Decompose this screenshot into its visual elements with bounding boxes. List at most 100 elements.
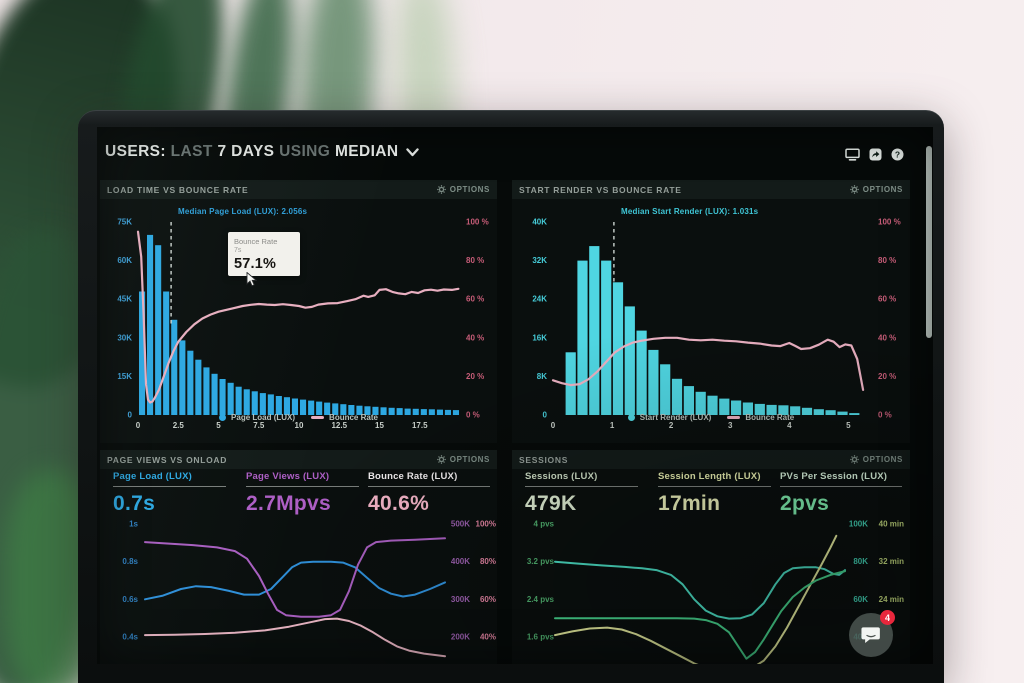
svg-text:24 min: 24 min bbox=[879, 595, 904, 604]
metric-page-load: Page Load (LUX) 0.7s bbox=[113, 471, 226, 516]
gear-icon bbox=[436, 455, 446, 464]
svg-text:2: 2 bbox=[669, 421, 674, 430]
svg-text:7.5: 7.5 bbox=[253, 421, 265, 430]
scrollbar[interactable] bbox=[926, 146, 932, 338]
svg-text:0.6s: 0.6s bbox=[122, 595, 138, 604]
laptop-bezel: USERS: LAST 7 DAYS USING MEDIAN ? LOAD T… bbox=[78, 110, 944, 683]
svg-text:200K: 200K bbox=[451, 633, 470, 642]
gear-icon bbox=[849, 455, 859, 464]
svg-text:60 %: 60 % bbox=[878, 295, 896, 304]
options-button[interactable]: OPTIONS bbox=[849, 455, 903, 464]
svg-text:100%: 100% bbox=[476, 520, 496, 529]
svg-text:75K: 75K bbox=[117, 218, 132, 227]
median-annotation: Median Page Load (LUX): 2.056s bbox=[178, 207, 308, 216]
svg-text:4: 4 bbox=[787, 421, 792, 430]
svg-text:30K: 30K bbox=[117, 333, 132, 342]
metric-value: 2.7Mpvs bbox=[246, 492, 331, 515]
svg-text:80 %: 80 % bbox=[466, 256, 484, 265]
svg-text:40 %: 40 % bbox=[878, 333, 896, 342]
median-annotation: Median Start Render (LUX): 1.031s bbox=[621, 207, 759, 216]
metric-value: 17min bbox=[658, 492, 721, 515]
svg-text:15K: 15K bbox=[117, 372, 132, 381]
metric-value: 2pvs bbox=[780, 492, 830, 515]
svg-text:15: 15 bbox=[375, 421, 384, 430]
load-time-panel: LOAD TIME VS BOUNCE RATE OPTIONS 75K 100 … bbox=[100, 180, 497, 443]
svg-text:400K: 400K bbox=[451, 557, 470, 566]
metric-pvs-per-session: PVs Per Session (LUX) 2pvs bbox=[780, 471, 902, 516]
svg-text:16K: 16K bbox=[532, 333, 547, 342]
svg-text:0 %: 0 % bbox=[466, 411, 480, 420]
svg-text:20 %: 20 % bbox=[466, 372, 484, 381]
svg-text:0: 0 bbox=[551, 421, 556, 430]
metric-session-length: Session Length (LUX) 17min bbox=[658, 471, 771, 516]
chart-tooltip: Bounce Rate 7s 57.1% bbox=[228, 232, 300, 276]
panel-title: LOAD TIME VS BOUNCE RATE bbox=[107, 184, 249, 195]
display-icon[interactable] bbox=[845, 148, 860, 161]
legend-bounce-rate: Bounce Rate bbox=[727, 413, 794, 422]
dashboard-screen: USERS: LAST 7 DAYS USING MEDIAN ? LOAD T… bbox=[97, 127, 933, 664]
svg-text:100 %: 100 % bbox=[466, 218, 489, 227]
metric-page-views: Page Views (LUX) 2.7Mpvs bbox=[246, 471, 359, 516]
svg-text:40%: 40% bbox=[480, 633, 496, 642]
svg-text:3.2 pvs: 3.2 pvs bbox=[527, 557, 555, 566]
notification-badge: 4 bbox=[880, 610, 895, 625]
svg-text:100 %: 100 % bbox=[878, 218, 901, 227]
help-icon[interactable]: ? bbox=[891, 148, 904, 161]
metric-value: 0.7s bbox=[113, 492, 156, 515]
svg-text:0 %: 0 % bbox=[878, 411, 892, 420]
svg-text:2.4 pvs: 2.4 pvs bbox=[527, 595, 555, 604]
svg-text:40K: 40K bbox=[532, 218, 547, 227]
svg-text:0: 0 bbox=[543, 411, 548, 420]
svg-text:0.8s: 0.8s bbox=[122, 557, 138, 566]
svg-text:5: 5 bbox=[216, 421, 221, 430]
svg-text:2.5: 2.5 bbox=[173, 421, 185, 430]
users-range-dropdown[interactable]: USERS: LAST 7 DAYS USING MEDIAN bbox=[105, 143, 420, 161]
svg-text:80K: 80K bbox=[853, 557, 868, 566]
panel-title: START RENDER VS BOUNCE RATE bbox=[519, 184, 682, 195]
metric-bounce-rate: Bounce Rate (LUX) 40.6% bbox=[368, 471, 490, 516]
svg-text:1s: 1s bbox=[129, 520, 138, 529]
svg-text:60%: 60% bbox=[480, 595, 496, 604]
panel-title: SESSIONS bbox=[519, 454, 569, 465]
svg-text:40 %: 40 % bbox=[466, 333, 484, 342]
page-views-chart[interactable]: 1s 500K 100% 0.8s 400K 80% 0.6s 300K 60% 0.4s 200K… bbox=[100, 520, 497, 664]
page-views-panel: PAGE VIEWS VS ONLOAD OPTIONS Page Load (… bbox=[100, 450, 497, 664]
gear-icon bbox=[849, 185, 859, 194]
svg-text:80 %: 80 % bbox=[878, 256, 896, 265]
mouse-cursor bbox=[246, 272, 257, 287]
svg-text:17.5: 17.5 bbox=[412, 421, 428, 430]
svg-text:100K: 100K bbox=[849, 520, 868, 529]
load-time-chart[interactable]: 75K 100 % 60K 80 % 45K 60 % 30K 40 % 15K 20 % 0 0 %… bbox=[100, 199, 497, 443]
chat-widget-button[interactable]: 4 bbox=[849, 610, 895, 657]
start-render-panel: START RENDER VS BOUNCE RATE OPTIONS 40K 1… bbox=[512, 180, 910, 443]
share-icon[interactable] bbox=[869, 148, 882, 161]
svg-text:60K: 60K bbox=[853, 595, 868, 604]
options-button[interactable]: OPTIONS bbox=[436, 455, 490, 464]
svg-text:60K: 60K bbox=[117, 256, 132, 265]
legend-start-render: Start Render (LUX) bbox=[627, 413, 711, 422]
metric-sessions: Sessions (LUX) 479K bbox=[525, 471, 638, 516]
options-button[interactable]: OPTIONS bbox=[436, 185, 490, 194]
gear-icon bbox=[436, 185, 446, 194]
svg-text:32 min: 32 min bbox=[879, 557, 904, 566]
metric-value: 40.6% bbox=[368, 492, 430, 515]
chevron-down-icon bbox=[406, 147, 420, 156]
svg-text:20 %: 20 % bbox=[878, 372, 896, 381]
sessions-panel: SESSIONS OPTIONS Sessions (LUX) 479K Ses… bbox=[512, 450, 910, 664]
start-render-chart[interactable]: 40K 100 % 32K 80 % 24K 60 % 16K 40 % 8K 20 % 0 0 % 0… bbox=[512, 199, 910, 443]
chat-bubble-icon bbox=[861, 626, 880, 643]
svg-text:24K: 24K bbox=[532, 295, 547, 304]
svg-text:4 pvs: 4 pvs bbox=[534, 520, 555, 529]
svg-text:8K: 8K bbox=[537, 372, 547, 381]
svg-text:40 min: 40 min bbox=[879, 520, 904, 529]
svg-text:12.5: 12.5 bbox=[331, 421, 347, 430]
svg-text:45K: 45K bbox=[117, 295, 132, 304]
svg-text:60 %: 60 % bbox=[466, 295, 484, 304]
svg-text:3: 3 bbox=[728, 421, 733, 430]
svg-text:0.4s: 0.4s bbox=[122, 633, 138, 642]
svg-text:1.6 pvs: 1.6 pvs bbox=[527, 633, 555, 642]
svg-text:?: ? bbox=[895, 149, 900, 159]
options-button[interactable]: OPTIONS bbox=[849, 185, 903, 194]
page-title: USERS: LAST 7 DAYS USING MEDIAN bbox=[105, 143, 399, 160]
svg-text:5: 5 bbox=[846, 421, 851, 430]
